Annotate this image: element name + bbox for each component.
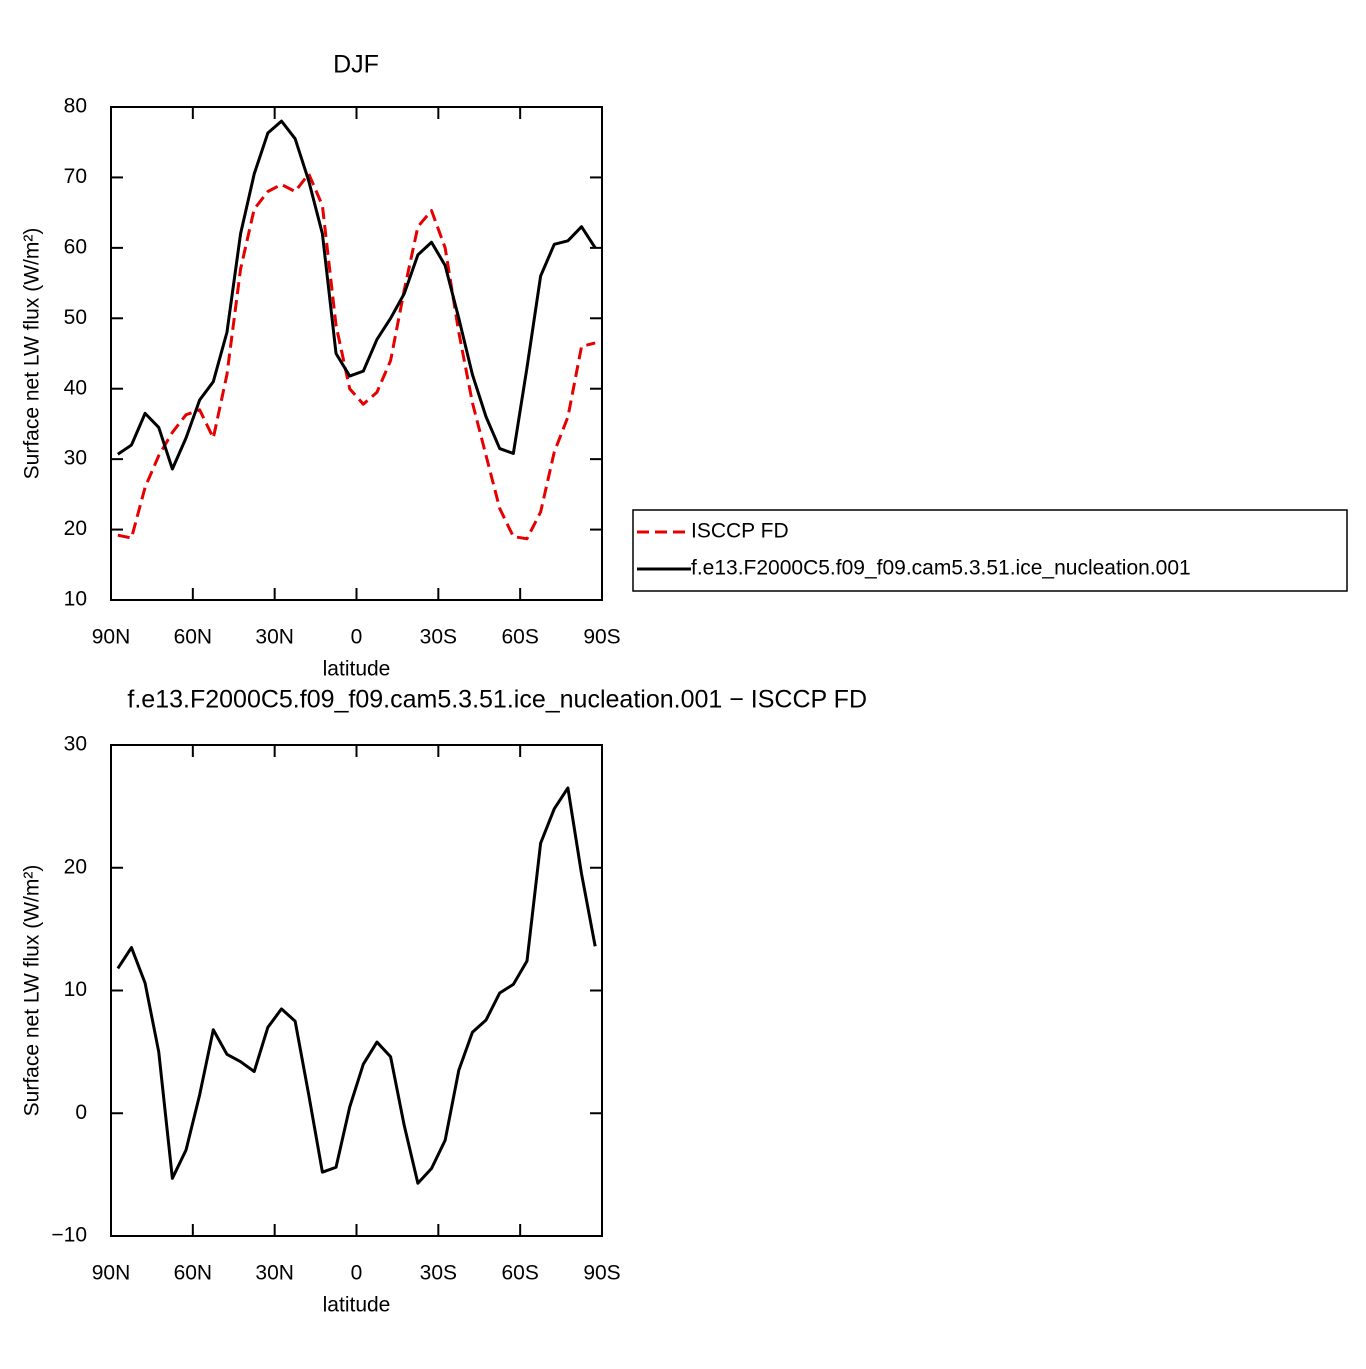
y-axis-label: Surface net LW flux (W/m²) — [21, 228, 44, 480]
y-tick-label: 70 — [64, 165, 87, 188]
data-line — [116, 786, 597, 1185]
legend-label: f.e13.F2000C5.f09_f09.cam5.3.51.ice_nucl… — [691, 557, 1191, 580]
y-tick-label: 40 — [64, 376, 87, 399]
chart-title: f.e13.F2000C5.f09_f09.cam5.3.51.ice_nucl… — [127, 686, 867, 714]
x-tick-label: 30N — [255, 626, 294, 649]
plot-frame — [110, 106, 603, 601]
plot-frame — [110, 744, 603, 1237]
y-tick-label: 60 — [64, 235, 87, 258]
x-tick-label: 60S — [501, 1262, 538, 1285]
y-tick-label: 0 — [75, 1101, 87, 1124]
y-tick-label: 80 — [64, 95, 87, 118]
x-tick-label: 90S — [583, 1262, 620, 1285]
y-tick-label: 50 — [64, 306, 87, 329]
legend-label: ISCCP FD — [691, 520, 789, 543]
x-tick-label: 30S — [420, 1262, 457, 1285]
x-tick-label: 0 — [351, 626, 363, 649]
y-tick-label: −10 — [51, 1224, 87, 1247]
x-tick-label: 30N — [255, 1262, 294, 1285]
x-tick-label: 30S — [420, 626, 457, 649]
x-tick-label: 60S — [501, 626, 538, 649]
chart-title: DJF — [333, 51, 379, 79]
x-tick-label: 90S — [583, 626, 620, 649]
x-axis-label: latitude — [323, 1294, 391, 1317]
x-axis-label: latitude — [323, 658, 391, 681]
x-tick-label: 60N — [174, 626, 213, 649]
y-axis-label: Surface net LW flux (W/m²) — [21, 865, 44, 1117]
x-tick-label: 90N — [92, 1262, 131, 1285]
y-tick-label: 30 — [64, 447, 87, 470]
y-tick-label: 30 — [64, 733, 87, 756]
x-tick-label: 0 — [351, 1262, 363, 1285]
y-tick-label: 10 — [64, 978, 87, 1001]
data-line — [116, 119, 597, 471]
y-tick-label: 20 — [64, 855, 87, 878]
x-tick-label: 90N — [92, 626, 131, 649]
legend-box — [632, 509, 1348, 592]
y-tick-label: 20 — [64, 517, 87, 540]
y-tick-label: 10 — [64, 588, 87, 611]
x-tick-label: 60N — [174, 1262, 213, 1285]
